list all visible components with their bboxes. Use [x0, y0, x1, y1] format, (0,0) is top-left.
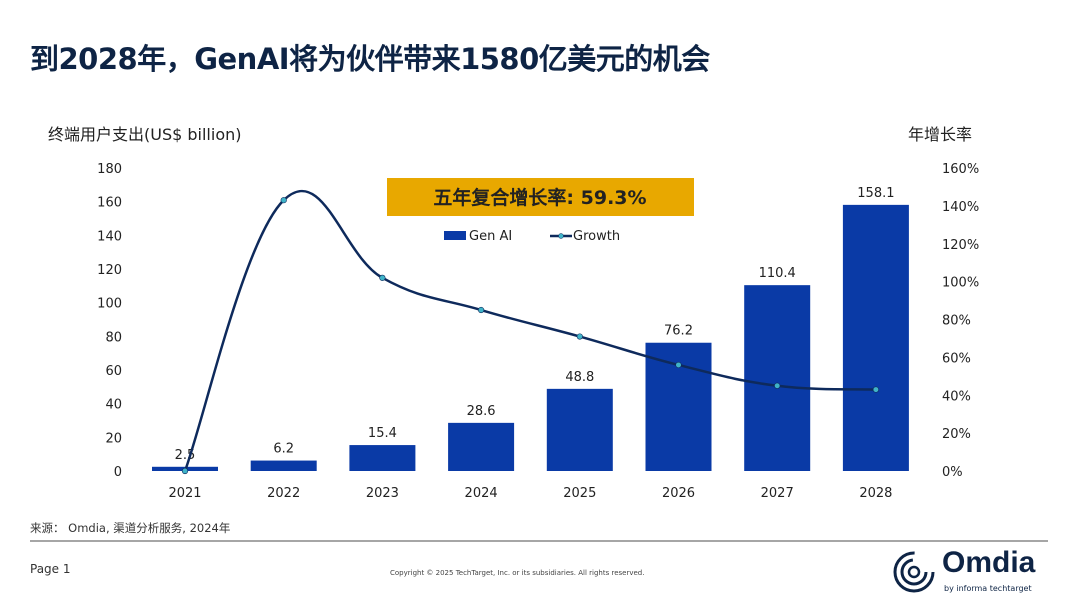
x-tick-label: 2026 — [662, 486, 695, 501]
growth-point-2026 — [675, 361, 682, 369]
left-tick-label: 100 — [97, 297, 122, 312]
growth-point-2024 — [478, 306, 485, 314]
page-number: Page 1 — [30, 562, 71, 576]
source-note: 来源： Omdia, 渠道分析服务, 2024年 — [30, 521, 231, 535]
left-axis-label: 终端用户支出(US$ billion) — [48, 125, 242, 144]
right-tick-label: 160% — [942, 162, 979, 177]
logo-subtext: by informa techtarget — [944, 584, 1032, 593]
right-tick-label: 80% — [942, 314, 971, 329]
cagr-annotation-box — [387, 178, 694, 216]
growth-point-2021 — [181, 467, 189, 475]
copyright: Copyright © 2025 TechTarget, Inc. or its… — [390, 569, 645, 577]
omdia-logo: Omdia by informa techtarget — [892, 546, 1052, 598]
data-label: 6.2 — [273, 442, 294, 457]
bar-2023 — [349, 445, 416, 471]
x-tick-label: 2021 — [168, 486, 201, 501]
x-tick-label: 2025 — [563, 486, 596, 501]
bar-2022 — [250, 460, 317, 471]
left-tick-label: 40 — [105, 398, 122, 413]
left-tick-label: 60 — [105, 364, 122, 379]
bar-2025 — [546, 388, 613, 471]
omdia-logo-icon — [893, 551, 935, 593]
bar-2027 — [744, 285, 811, 471]
left-tick-label: 140 — [97, 229, 122, 244]
data-label: 28.6 — [467, 404, 496, 419]
left-tick-label: 0 — [114, 465, 122, 480]
cagr-annotation: 五年复合增长率: 59.3% — [433, 186, 646, 209]
x-tick-label: 2024 — [465, 486, 498, 501]
growth-point-2027 — [774, 382, 781, 389]
right-axis-label: 年增长率 — [908, 125, 972, 144]
footer-divider — [30, 540, 1048, 542]
data-label: 110.4 — [759, 266, 796, 281]
x-tick-label: 2023 — [366, 486, 399, 501]
growth-point-2023 — [379, 274, 386, 281]
legend-swatch-genai — [444, 231, 466, 240]
growth-point-2028 — [872, 386, 880, 393]
left-tick-label: 80 — [105, 330, 122, 345]
bar-2028 — [842, 204, 909, 472]
right-tick-label: 120% — [942, 238, 979, 253]
left-tick-label: 180 — [97, 162, 122, 177]
legend-marker-growth — [558, 233, 564, 239]
page-title: 到2028年，GenAI将为伙伴带来1580亿美元的机会 — [30, 42, 710, 76]
legend: Gen AI Growth — [444, 229, 620, 244]
left-tick-label: 20 — [105, 431, 122, 446]
data-label: 48.8 — [565, 370, 594, 385]
right-tick-label: 100% — [942, 276, 979, 291]
growth-point-2025 — [576, 333, 583, 340]
data-label: 76.2 — [664, 324, 693, 339]
right-tick-label: 140% — [942, 200, 979, 215]
right-tick-label: 60% — [942, 351, 971, 366]
legend-label-growth: Growth — [573, 229, 620, 244]
right-tick-label: 20% — [942, 427, 971, 442]
right-tick-label: 0% — [942, 465, 963, 480]
legend-label-genai: Gen AI — [469, 229, 512, 244]
data-label: 158.1 — [857, 186, 894, 201]
right-tick-label: 40% — [942, 389, 971, 404]
x-tick-label: 2027 — [761, 486, 794, 501]
bar-2024 — [448, 422, 515, 471]
growth-point-2022 — [280, 197, 287, 204]
left-tick-label: 160 — [97, 196, 122, 211]
left-tick-label: 120 — [97, 263, 122, 278]
data-label: 15.4 — [368, 426, 397, 441]
logo-text: Omdia — [942, 546, 1036, 579]
x-tick-label: 2022 — [267, 486, 300, 501]
x-tick-label: 2028 — [859, 486, 892, 501]
